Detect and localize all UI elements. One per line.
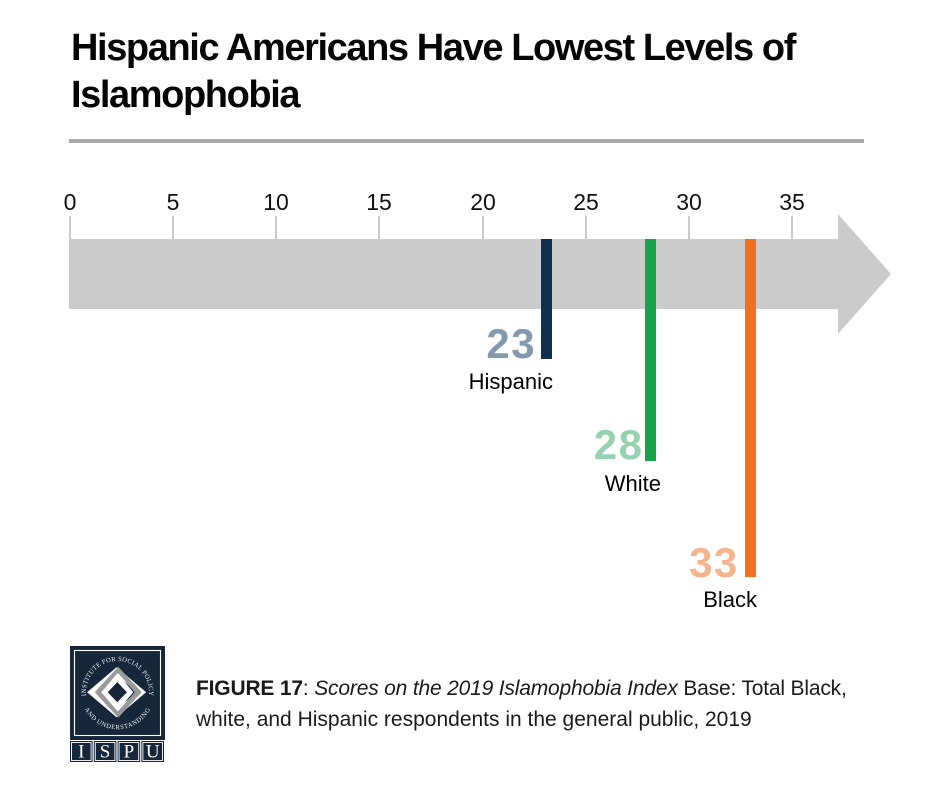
svg-text:S: S [100,742,111,763]
svg-text:P: P [124,742,135,763]
svg-text:I: I [78,742,84,763]
svg-text:U: U [146,742,160,763]
